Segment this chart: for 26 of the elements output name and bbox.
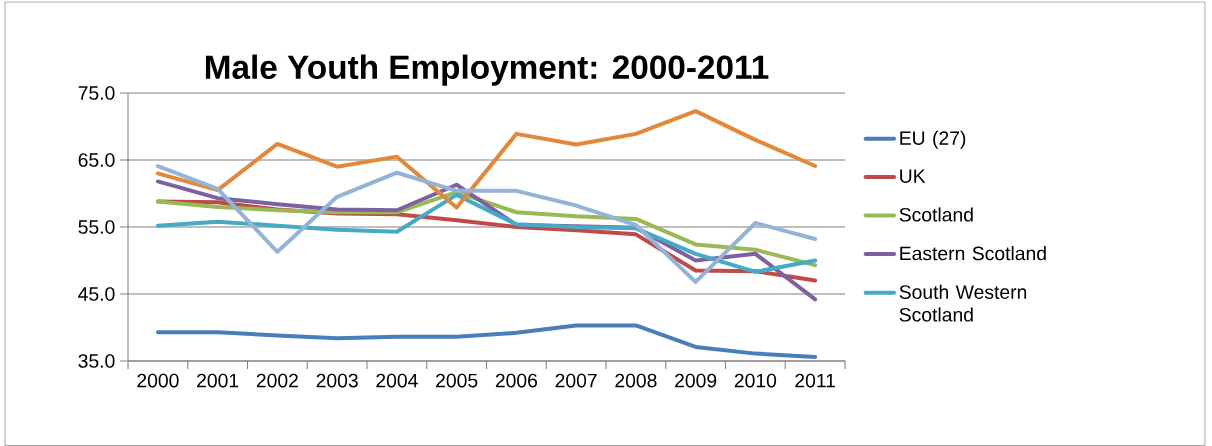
x-tick-label: 2007 — [555, 373, 597, 388]
legend-label: Scotland — [899, 207, 973, 222]
line-series — [155, 323, 818, 359]
y-tick-label: 45.0 — [78, 287, 115, 301]
y-tick-label: 35.0 — [78, 354, 115, 368]
x-tick-label: 2011 — [795, 373, 835, 388]
y-tick-label: 65.0 — [78, 153, 115, 167]
x-tick-label: 2006 — [495, 373, 538, 388]
x-tick-label: 2008 — [615, 373, 657, 388]
legend-label: UK — [900, 169, 926, 183]
line-series — [155, 109, 818, 210]
chart-title: Male Youth Employment: 2000-2011 — [205, 54, 769, 86]
y-tick-label: 75.0 — [78, 86, 115, 100]
x-tick-label: 2003 — [316, 373, 358, 388]
x-tick-label: 2000 — [137, 373, 179, 388]
legend-label: EU (27) — [900, 130, 966, 149]
x-tick-label: 2010 — [734, 373, 777, 388]
x-tick-label: 2002 — [256, 373, 298, 388]
legend-label: South Western Scotland — [899, 284, 1027, 322]
line-series — [155, 163, 818, 284]
x-tick-label: 2005 — [436, 373, 478, 388]
legend-label: Eastern Scotland — [900, 245, 1046, 261]
x-tick-label: 2009 — [675, 373, 717, 388]
x-tick-label: 2001 — [197, 373, 239, 388]
x-tick-label: 2004 — [376, 373, 418, 388]
y-tick-label: 55.0 — [78, 220, 115, 234]
